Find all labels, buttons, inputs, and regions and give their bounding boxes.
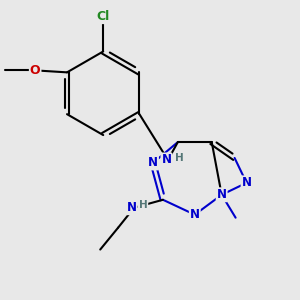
Text: N: N (161, 154, 171, 166)
Text: H: H (176, 154, 184, 164)
Text: N: N (148, 156, 158, 170)
Text: N: N (242, 176, 252, 189)
Text: O: O (30, 64, 40, 77)
Text: H: H (139, 200, 147, 210)
Text: N: N (190, 208, 200, 221)
Text: Cl: Cl (97, 10, 110, 23)
Text: N: N (127, 201, 137, 214)
Text: N: N (217, 188, 227, 201)
